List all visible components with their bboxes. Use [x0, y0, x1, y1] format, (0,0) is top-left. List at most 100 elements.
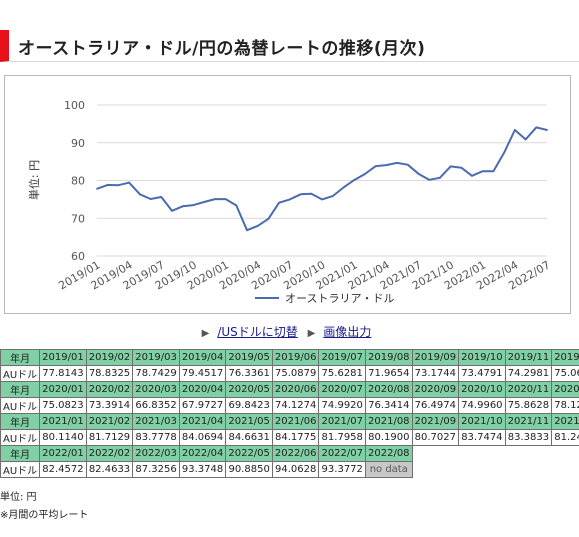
empty-cell — [505, 462, 552, 478]
value-cell: 84.6631 — [225, 429, 273, 446]
value-cell: 74.9920 — [318, 397, 366, 414]
unit-note: 単位: 円 — [0, 492, 37, 503]
link-bar: ▶ /USドルに切替 ▶ 画像出力 — [0, 323, 579, 340]
month-cell: 2019/01 — [39, 349, 87, 366]
data-point — [321, 198, 323, 201]
data-point — [449, 165, 452, 168]
value-cell: 80.1140 — [39, 429, 87, 446]
row-label-cell: AUドル — [0, 429, 41, 446]
month-cell: 2020/05 — [225, 381, 273, 398]
month-cell: 2022/03 — [132, 445, 180, 462]
value-cell: 81.7958 — [318, 429, 366, 446]
y-tick-label: 60 — [71, 250, 85, 263]
value-cell: 74.2981 — [504, 365, 553, 382]
value-cell: 80.1900 — [365, 429, 413, 446]
value-cell: 76.4974 — [411, 397, 460, 414]
month-cell: 2019/09 — [411, 349, 460, 366]
data-point — [428, 178, 431, 181]
data-point — [396, 161, 398, 164]
data-point — [246, 229, 248, 232]
value-cell: 93.3748 — [178, 461, 227, 478]
value-cell: 77.8143 — [39, 365, 87, 382]
value-cell: 67.9727 — [178, 397, 227, 414]
month-cell: 2020/10 — [458, 381, 506, 398]
value-cell: 90.8850 — [225, 461, 273, 478]
data-point — [138, 193, 141, 196]
data-point — [171, 209, 173, 212]
month-cell: 2021/02 — [85, 413, 134, 430]
month-cell: 2020/12 — [551, 381, 579, 398]
month-cell: 2020/07 — [318, 381, 366, 398]
value-cell: 79.4517 — [178, 365, 227, 382]
month-cell: 2021/12 — [551, 413, 579, 430]
data-point — [310, 192, 313, 195]
month-cell: 2020/08 — [365, 381, 413, 398]
month-cell: 2020/03 — [132, 381, 180, 398]
month-cell: 2021/05 — [225, 413, 273, 430]
data-point — [546, 129, 548, 131]
month-cell: 2020/11 — [504, 381, 553, 398]
value-cell: 66.8352 — [132, 397, 180, 414]
value-cell: 94.0628 — [271, 461, 320, 478]
data-point — [363, 173, 366, 175]
value-cell: 76.3361 — [225, 365, 273, 382]
month-cell: 2019/02 — [85, 349, 134, 366]
month-cell: 2021/07 — [318, 413, 366, 430]
data-point — [503, 151, 506, 154]
value-cell: 78.7429 — [132, 365, 180, 382]
title-bar: オーストラリア・ドル/円の為替レートの推移(月次) — [0, 30, 579, 62]
empty-cell — [552, 446, 579, 462]
data-point — [256, 225, 259, 227]
table-row: 年月 2019/01 2019/02 2019/03 2019/04 2019/05 201… — [0, 349, 579, 366]
value-cell: 75.6281 — [318, 365, 366, 382]
data-point — [524, 138, 527, 141]
month-cell: 2020/01 — [39, 381, 87, 398]
value-cell: 73.3914 — [85, 397, 134, 414]
value-cell: 81.7129 — [85, 429, 134, 446]
y-axis-label: 単位: 円 — [27, 160, 41, 200]
value-cell: 84.0694 — [178, 429, 227, 446]
header-label-cell: 年月 — [0, 413, 41, 430]
value-cell: 83.7778 — [132, 429, 180, 446]
month-cell: 2019/12 — [551, 349, 579, 366]
empty-cell — [412, 446, 459, 462]
value-cell: 75.0879 — [271, 365, 320, 382]
header-label-cell: 年月 — [0, 381, 41, 398]
value-cell: 84.1775 — [271, 429, 320, 446]
data-point — [417, 172, 420, 175]
empty-cell — [552, 462, 579, 478]
usd-switch-link[interactable]: /USドルに切替 — [217, 325, 298, 339]
data-point — [203, 201, 206, 203]
month-cell: 2022/05 — [225, 445, 273, 462]
image-output-link[interactable]: 画像出力 — [323, 325, 372, 339]
month-cell: 2019/06 — [271, 349, 320, 366]
legend-label: オーストラリア・ドル — [285, 292, 394, 305]
value-cell: 80.7027 — [411, 429, 460, 446]
month-cell: 2019/05 — [225, 349, 273, 366]
month-cell: 2021/06 — [271, 413, 320, 430]
data-point — [192, 204, 195, 207]
header-label-cell: 年月 — [0, 445, 41, 462]
empty-cell — [412, 462, 459, 478]
month-cell: 2022/04 — [178, 445, 227, 462]
month-cell: 2021/04 — [178, 413, 227, 430]
value-cell: 75.0823 — [39, 397, 87, 414]
data-point — [481, 170, 484, 173]
data-point — [471, 174, 473, 177]
data-point — [535, 126, 538, 129]
month-cell: 2021/11 — [504, 413, 553, 430]
data-point — [278, 201, 281, 204]
data-point — [224, 198, 227, 200]
value-cell: 75.0646 — [551, 365, 579, 382]
month-cell: 2020/04 — [178, 381, 227, 398]
data-point — [288, 198, 291, 201]
value-cell: 74.9960 — [458, 397, 506, 414]
month-cell: 2021/08 — [365, 413, 413, 430]
data-point — [213, 198, 216, 201]
value-cell: no data — [365, 461, 413, 478]
value-cell: 75.8628 — [504, 397, 553, 414]
value-cell: 71.9654 — [365, 365, 413, 382]
month-cell: 2022/01 — [39, 445, 87, 462]
data-point — [299, 193, 302, 196]
